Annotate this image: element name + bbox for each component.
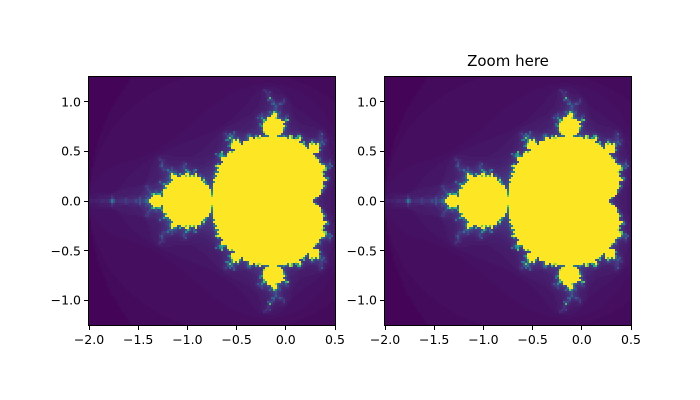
y-tick-mark — [380, 250, 384, 252]
x-tick-mark — [186, 326, 188, 330]
y-tick-label: 0.5 — [61, 143, 81, 159]
x-tick-mark — [630, 326, 632, 330]
y-tick-mark — [84, 150, 88, 152]
y-tick-mark — [380, 150, 384, 152]
mandelbrot-heatmap-left — [89, 77, 335, 325]
y-tick-mark — [380, 299, 384, 301]
x-tick-mark — [384, 326, 386, 330]
x-tick-mark — [532, 326, 534, 330]
y-tick-mark — [84, 200, 88, 202]
x-tick-label: 0.0 — [275, 332, 296, 347]
y-tick-mark — [380, 200, 384, 202]
subplot-right: Zoom here −2.0 −1.5 −1.0 −0.5 0.0 0.5 1.0 0.5 0.… — [347, 52, 641, 347]
y-tick-label: 1.0 — [357, 94, 377, 110]
y-tick-mark — [84, 250, 88, 252]
x-tick-label: −0.5 — [517, 332, 548, 347]
x-tick-label: −1.0 — [468, 332, 499, 347]
x-tick-label: −2.0 — [73, 332, 105, 347]
x-tick-mark — [285, 326, 287, 330]
y-tick-label: −0.5 — [346, 243, 377, 259]
y-tick-label: −0.5 — [50, 243, 81, 259]
x-tick-mark — [137, 326, 139, 330]
x-tick-label: 0.5 — [621, 332, 641, 347]
y-tick-mark — [380, 101, 384, 103]
y-tick-label: −1.0 — [346, 292, 377, 308]
x-tick-mark — [433, 326, 435, 330]
y-tick-mark — [84, 101, 88, 103]
x-tick-label: −0.5 — [221, 332, 252, 347]
x-tick-label: −1.5 — [123, 332, 154, 347]
x-tick-mark — [482, 326, 484, 330]
y-tick-label: 0.5 — [357, 143, 377, 159]
x-tick-label: −1.0 — [172, 332, 203, 347]
x-tick-mark — [581, 326, 583, 330]
y-tick-mark — [84, 299, 88, 301]
x-tick-label: −1.5 — [419, 332, 450, 347]
y-tick-label: −1.0 — [50, 292, 81, 308]
y-tick-label: 0.0 — [61, 193, 81, 209]
x-tick-mark — [88, 326, 90, 330]
subplot-right-title: Zoom here — [467, 52, 549, 70]
x-tick-label: 0.5 — [325, 332, 345, 347]
x-tick-mark — [236, 326, 238, 330]
x-tick-label: −2.0 — [369, 332, 401, 347]
subplot-left: −2.0 −1.5 −1.0 −0.5 0.0 0.5 1.0 0.5 0.0 −0.5 −1.0 — [51, 76, 345, 347]
x-tick-mark — [334, 326, 336, 330]
y-tick-label: 1.0 — [61, 94, 81, 110]
mandelbrot-heatmap-right — [385, 77, 631, 325]
x-tick-label: 0.0 — [571, 332, 592, 347]
y-tick-label: 0.0 — [357, 193, 377, 209]
